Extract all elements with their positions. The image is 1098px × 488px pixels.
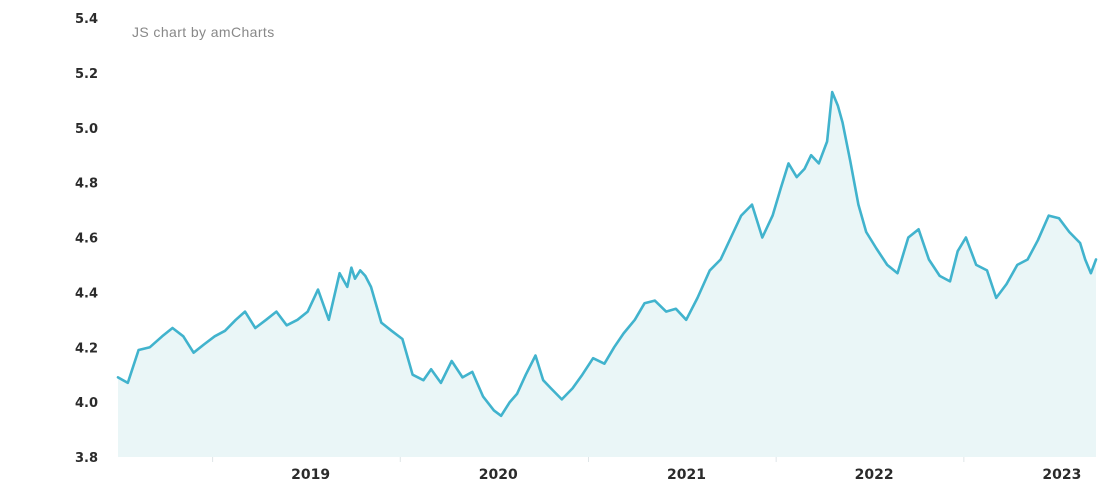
y-tick-label: 4.4 (75, 286, 98, 301)
x-axis: 2019 2020 2021 2022 2023 (212, 457, 1081, 483)
y-tick-label: 5.0 (75, 122, 98, 137)
chart-credit[interactable]: JS chart by amCharts (132, 24, 275, 40)
y-tick-label: 3.8 (75, 451, 98, 466)
y-tick-label: 4.8 (75, 177, 98, 192)
y-axis: 3.8 4.0 4.2 4.4 4.6 4.8 5.0 5.2 5.4 (75, 12, 98, 466)
y-tick-label: 4.2 (75, 341, 98, 356)
y-tick-label: 4.6 (75, 232, 98, 247)
x-tick-label: 2023 (1042, 467, 1081, 483)
y-tick-label: 4.0 (75, 396, 98, 411)
y-tick-label: 5.4 (75, 12, 98, 27)
y-tick-label: 5.2 (75, 67, 98, 82)
series-area-fill (118, 92, 1096, 457)
x-tick-label: 2021 (667, 467, 706, 483)
x-tick-label: 2020 (479, 467, 518, 483)
x-tick-label: 2019 (291, 467, 330, 483)
series-line (116, 90, 1098, 418)
x-tick-label: 2022 (855, 467, 894, 483)
